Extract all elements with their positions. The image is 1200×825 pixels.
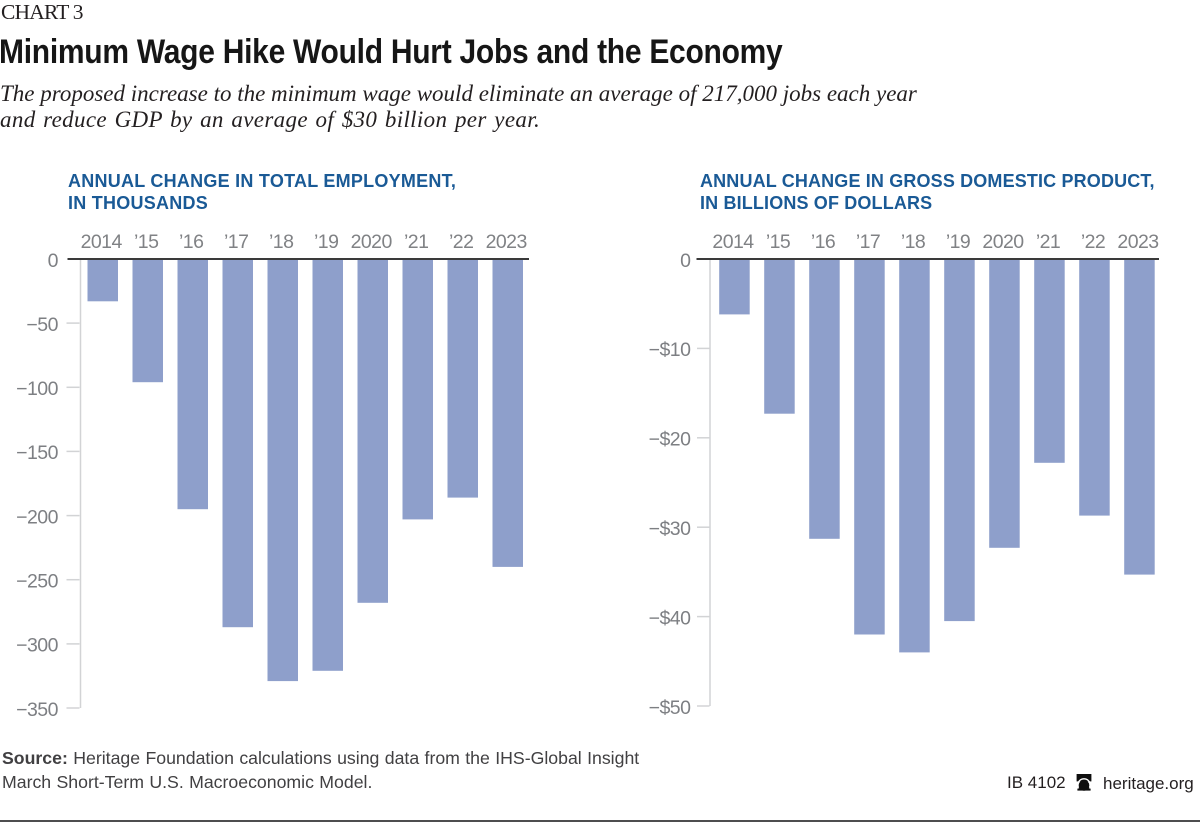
svg-text:’19: ’19 [314,231,338,253]
svg-text:’15: ’15 [134,231,159,253]
svg-text:−350: −350 [16,699,59,721]
svg-text:−250: −250 [16,571,59,593]
svg-text:2020: 2020 [982,231,1024,253]
svg-text:’21: ’21 [404,231,428,253]
svg-text:2023: 2023 [1117,231,1158,253]
svg-text:2023: 2023 [486,231,527,253]
svg-text:−$30: −$30 [649,518,692,540]
svg-text:’18: ’18 [901,231,925,253]
svg-text:−300: −300 [16,635,59,657]
svg-text:’16: ’16 [811,231,835,253]
svg-text:’19: ’19 [946,231,970,253]
svg-text:2014: 2014 [81,231,123,253]
svg-text:2014: 2014 [712,231,754,253]
svg-text:’16: ’16 [179,231,203,253]
svg-text:−$20: −$20 [649,429,692,451]
svg-text:’22: ’22 [449,231,473,253]
svg-text:’22: ’22 [1081,231,1105,253]
svg-text:−200: −200 [16,506,59,528]
svg-text:0: 0 [680,250,691,272]
svg-text:−50: −50 [26,314,58,336]
svg-text:’18: ’18 [269,231,293,253]
svg-text:−$50: −$50 [649,697,692,719]
svg-text:’21: ’21 [1036,231,1060,253]
svg-text:2020: 2020 [351,231,393,253]
svg-text:−150: −150 [16,442,59,464]
svg-text:’15: ’15 [766,231,791,253]
svg-text:0: 0 [48,250,59,272]
svg-text:−100: −100 [16,378,59,400]
svg-text:−$40: −$40 [649,607,692,629]
svg-text:−$10: −$10 [649,339,692,361]
svg-text:’17: ’17 [856,231,880,253]
svg-text:’17: ’17 [224,231,248,253]
